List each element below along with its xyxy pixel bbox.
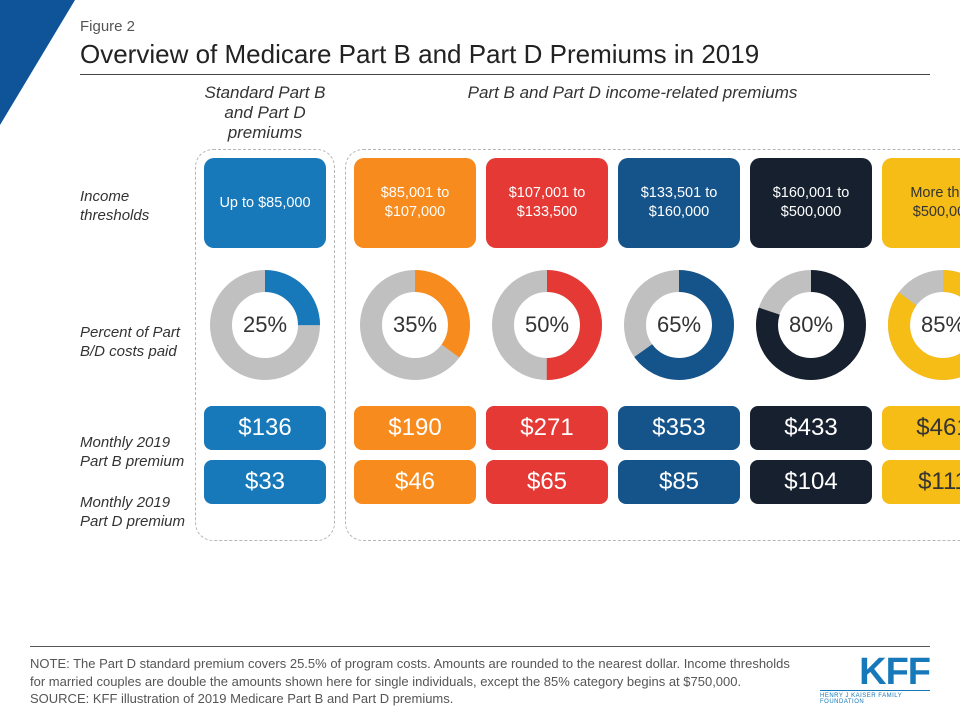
- tier-column: More than $500,000 85% $461 $111: [882, 158, 960, 530]
- tier-column: Up to $85,000 25% $136 $33: [204, 158, 326, 530]
- donut-percent-label: 85%: [884, 266, 960, 384]
- part-d-amount: $46: [354, 460, 476, 504]
- part-d-amount: $85: [618, 460, 740, 504]
- group-standard: Up to $85,000 25% $136 $33: [195, 149, 335, 541]
- figure-label: Figure 2: [80, 18, 930, 35]
- footnotes: NOTE: The Part D standard premium covers…: [30, 655, 800, 708]
- figure-title: Overview of Medicare Part B and Part D P…: [80, 39, 930, 70]
- source-text: SOURCE: KFF illustration of 2019 Medicar…: [30, 690, 800, 708]
- part-b-amount: $190: [354, 406, 476, 450]
- part-d-amount: $104: [750, 460, 872, 504]
- row-label-percent: Percent of Part B/D costs paid: [80, 265, 187, 421]
- donut-chart: 85%: [884, 266, 960, 384]
- part-d-amount: $65: [486, 460, 608, 504]
- section-header-income: Part B and Part D income-related premium…: [335, 83, 930, 143]
- donut-percent-label: 35%: [356, 266, 474, 384]
- tiers-grid: Income thresholds Percent of Part B/D co…: [80, 149, 930, 541]
- figure-footer: NOTE: The Part D standard premium covers…: [30, 646, 930, 708]
- donut-percent-label: 65%: [620, 266, 738, 384]
- donut-chart: 65%: [620, 266, 738, 384]
- threshold-box: $160,001 to $500,000: [750, 158, 872, 248]
- donut-percent-label: 50%: [488, 266, 606, 384]
- part-d-amount: $33: [204, 460, 326, 504]
- donut-chart: 80%: [752, 266, 870, 384]
- tier-column: $85,001 to $107,000 35% $190 $46: [354, 158, 476, 530]
- threshold-box: $133,501 to $160,000: [618, 158, 740, 248]
- row-label-part-b: Monthly 2019 Part B premium: [80, 421, 187, 485]
- note-text: NOTE: The Part D standard premium covers…: [30, 655, 800, 690]
- part-b-amount: $461: [882, 406, 960, 450]
- part-b-amount: $353: [618, 406, 740, 450]
- title-rule: [80, 74, 930, 75]
- donut-chart: 25%: [206, 266, 324, 384]
- tier-column: $160,001 to $500,000 80% $433 $104: [750, 158, 872, 530]
- tier-column: $133,501 to $160,000 65% $353 $85: [618, 158, 740, 530]
- threshold-box: $85,001 to $107,000: [354, 158, 476, 248]
- row-label-part-d: Monthly 2019 Part D premium: [80, 485, 187, 541]
- kff-logo-main: KFF: [859, 655, 930, 689]
- figure-content: Figure 2 Overview of Medicare Part B and…: [0, 0, 960, 541]
- threshold-box: More than $500,000: [882, 158, 960, 248]
- threshold-box: Up to $85,000: [204, 158, 326, 248]
- tier-column: $107,001 to $133,500 50% $271 $65: [486, 158, 608, 530]
- donut-percent-label: 25%: [206, 266, 324, 384]
- kff-logo: KFF HENRY J KAISER FAMILY FOUNDATION: [820, 655, 930, 704]
- part-b-amount: $433: [750, 406, 872, 450]
- tier-columns: Up to $85,000 25% $136 $33 $85,001 to $107…: [195, 149, 960, 541]
- row-label-thresholds: Income thresholds: [80, 149, 187, 265]
- part-b-amount: $136: [204, 406, 326, 450]
- threshold-box: $107,001 to $133,500: [486, 158, 608, 248]
- donut-chart: 50%: [488, 266, 606, 384]
- row-labels: Income thresholds Percent of Part B/D co…: [80, 149, 195, 541]
- donut-percent-label: 80%: [752, 266, 870, 384]
- kff-logo-sub: HENRY J KAISER FAMILY FOUNDATION: [820, 690, 930, 705]
- section-header-standard: Standard Part B and Part D premiums: [195, 83, 335, 143]
- part-d-amount: $111: [882, 460, 960, 504]
- donut-chart: 35%: [356, 266, 474, 384]
- group-income: $85,001 to $107,000 35%$190$46$107,001 t…: [345, 149, 960, 541]
- part-b-amount: $271: [486, 406, 608, 450]
- section-headers: Standard Part B and Part D premiums Part…: [195, 83, 930, 143]
